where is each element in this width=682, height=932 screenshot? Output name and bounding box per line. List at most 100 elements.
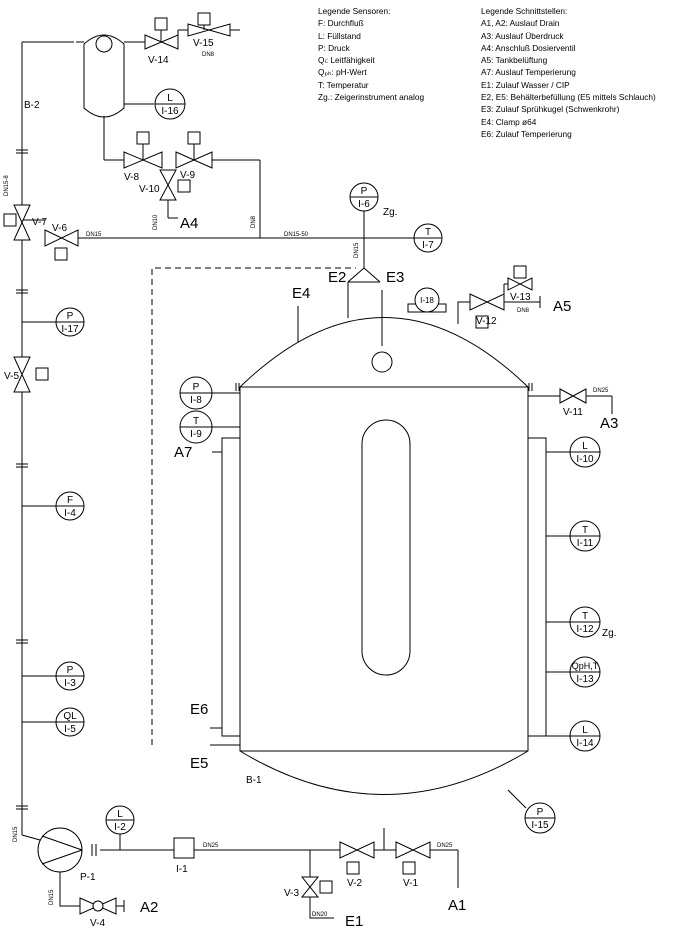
valve-v3 [300, 876, 320, 898]
sightglass-i18-tag: I-18 [420, 296, 434, 305]
legend-interface-item: A1, A2: Auslauf Drain [481, 18, 560, 29]
instrument-i12-type: T [582, 611, 588, 622]
port-a5: A5 [553, 298, 571, 315]
instrument-i3-tag: I-3 [64, 678, 76, 689]
instrument-i15-type: P [537, 807, 544, 818]
label-v14: V-14 [148, 55, 169, 66]
label-i1: I-1 [176, 864, 188, 875]
instrument-i17-tag: I-17 [61, 324, 79, 335]
legend-interface-item: E2, E5: Behälterbefüllung (E5 mittels Sc… [481, 92, 656, 103]
pipe-label: DN8 [517, 308, 530, 314]
legend-interfaces-title: Legende Schnittstellen: [481, 6, 568, 16]
label-v1: V-1 [403, 878, 418, 889]
instrument-i9-type: T [193, 416, 199, 427]
label-zg-i6: Zg. [383, 207, 397, 218]
legend-sensor-item: T: Temperatur [318, 79, 369, 90]
valve-v6 [44, 229, 79, 247]
instrument-i4-tag: I-4 [64, 508, 76, 519]
legend-interface-item: E1: Zulauf Wasser / CIP [481, 79, 570, 90]
label-b1: B-1 [246, 775, 262, 786]
instrument-i7-type: T [425, 227, 431, 238]
instrument-i15-tag: I-15 [531, 820, 549, 831]
instrument-i13-tag: I-13 [576, 674, 594, 685]
instrument-i2-type: L [117, 809, 123, 820]
instrument-i6-type: P [361, 186, 368, 197]
valve-v7 [13, 204, 31, 241]
label-v7: V-7 [32, 217, 47, 228]
port-a2: A2 [140, 899, 158, 916]
instrument-i5-tag: I-5 [64, 724, 76, 735]
label-v9: V-9 [180, 170, 195, 181]
label-v11: V-11 [563, 407, 583, 418]
hose-e5 [151, 267, 356, 745]
label-v2: V-2 [347, 878, 362, 889]
pipe-label: DN15 [86, 232, 102, 238]
legend-sensors: Legende Sensoren: F: Durchfluß L: Füllst… [318, 5, 424, 103]
legend-sensor-item: L: Füllstand [318, 30, 361, 41]
legend-sensor-item: P: Druck [318, 42, 350, 53]
port-e4: E4 [292, 285, 310, 302]
label-p1: P-1 [80, 872, 96, 883]
tank-b1-body [239, 317, 529, 795]
port-a7: A7 [174, 444, 192, 461]
legend-interface-item: E4: Clamp ø64 [481, 116, 537, 127]
valve-v12 [469, 293, 505, 311]
port-e2: E2 [328, 269, 346, 286]
spray-ball [371, 351, 393, 373]
pipe-label: DN10 [153, 214, 159, 230]
valve-v15 [187, 23, 231, 37]
label-b2: B-2 [24, 100, 40, 111]
label-zg-i12: Zg. [602, 628, 616, 639]
label-v5: V-5 [4, 371, 19, 382]
instrument-i10-type: L [582, 441, 588, 452]
port-a3: A3 [600, 415, 618, 432]
label-v15: V-15 [193, 38, 214, 49]
label-v6: V-6 [52, 223, 67, 234]
instrument-i17-type: P [67, 311, 74, 322]
label-v3: V-3 [284, 888, 299, 899]
port-a4: A4 [180, 215, 198, 232]
port-e5: E5 [190, 755, 208, 772]
tank-b1-baffle [361, 419, 411, 676]
pipe-label: DN20 [312, 912, 328, 918]
instrument-i2-tag: I-2 [114, 822, 126, 833]
legend-interfaces: Legende Schnittstellen: A1, A2: Auslauf … [481, 5, 656, 140]
sightglass-i18 [414, 287, 440, 313]
label-v12: V-12 [476, 316, 497, 327]
valve-v1 [395, 841, 431, 859]
valve-v13 [507, 277, 533, 291]
legend-interface-item: A7: Auslauf Temperierung [481, 67, 576, 78]
pipe-label: DN15 [49, 889, 55, 905]
pipe-label: DN8 [251, 215, 257, 228]
label-v10: V-10 [139, 184, 160, 195]
port-e1: E1 [345, 913, 363, 930]
instrument-i16-tag: I-16 [161, 106, 179, 117]
valve-v2 [339, 841, 375, 859]
valve-v10 [159, 169, 177, 201]
pipe-label: DN15-8 [4, 175, 10, 196]
legend-sensor-item: Zg.: Zeigerinstrument analog [318, 92, 425, 103]
instrument-i6-tag: I-6 [358, 199, 370, 210]
instrument-i11-type: T [582, 525, 588, 536]
legend-sensor-item: Qₗ: Leitfähigkeit [318, 55, 375, 66]
legend-interface-item: A4: Anschluß Dosierventil [481, 42, 576, 53]
legend-interface-item: E6: Zulauf Temperierung [481, 128, 572, 139]
label-v8: V-8 [124, 172, 139, 183]
instrument-i13-type: QpH,T [572, 661, 599, 671]
pipe-label: DN8 [202, 52, 215, 58]
instrument-i14-type: L [582, 725, 588, 736]
pipe-label: DN15-50 [284, 232, 309, 238]
instrument-i10-tag: I-10 [576, 454, 594, 465]
instrument-i8-tag: I-8 [190, 395, 202, 406]
tank-b1-jacket-right [528, 437, 547, 737]
pipe-label: DN25 [203, 843, 219, 849]
instrument-i4-type: F [67, 495, 73, 506]
label-v4: V-4 [90, 918, 105, 929]
legend-sensor-item: Qₚₕ: pH-Wert [318, 67, 367, 78]
pipe-label: DN25 [593, 388, 609, 394]
pipe-label: DN25 [437, 843, 453, 849]
tank-b2-body [83, 34, 125, 118]
legend-interface-item: E3: Zulauf Sprühkugel (Schwenkrohr) [481, 104, 620, 115]
pipe-label: DN15 [354, 242, 360, 258]
